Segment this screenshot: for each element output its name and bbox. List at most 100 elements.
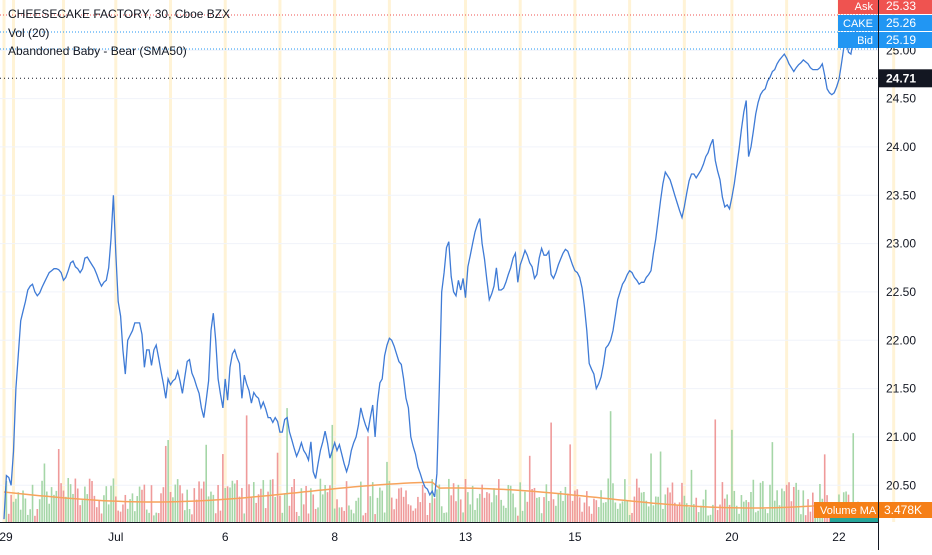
volume-bar [260,488,262,522]
volume-bar [417,496,419,522]
volume-bar [645,500,648,522]
volume-bar [200,488,203,522]
volume-bar [500,499,502,522]
y-tick-label: 21.00 [886,430,916,444]
volume-bar [457,484,460,522]
volume-bar [638,487,640,522]
volume-bar [12,501,15,522]
volume-bar [462,512,464,522]
volume-bar [369,496,372,522]
volume-bar [507,484,510,522]
volume-bar [631,512,633,522]
volume-bar [581,511,583,522]
volume-bar [531,489,533,522]
volume-bar [291,487,293,522]
volume-bar [635,478,638,522]
volume-bar [386,461,388,522]
volume-bar [174,484,177,522]
volume-bar [526,501,529,522]
volume-bar [219,510,222,522]
volume-bar [298,515,300,522]
volume-bar [552,499,555,522]
volume-bar [243,513,246,522]
volume-bar [348,505,350,522]
volume-bar [302,504,305,522]
volume-bar [754,512,757,522]
volume-bar [274,496,276,522]
volume-bar [517,515,519,522]
volume-bar [145,509,148,522]
volume-bar [46,491,48,522]
volume-bar [519,482,522,522]
volume-bar [676,505,679,522]
volume-bar [562,500,564,522]
volume-bar [626,500,629,522]
volume-bar [5,480,8,522]
volume-bar [609,411,612,522]
volume-bar [783,491,786,522]
volume-bar [286,408,288,522]
volume-bar [295,511,298,522]
volume-bar [19,509,22,522]
volume-bar [674,502,676,522]
volume-bar [678,502,681,522]
volume-bar [490,502,493,522]
volume-bar [317,507,319,522]
volume-bar [685,503,688,522]
volume-bar [750,491,752,522]
volume-bar [429,502,431,522]
pattern-indicator-label[interactable]: Abandoned Baby - Bear (SMA50) [8,44,187,58]
volume-bar [60,483,62,522]
volume-bar [664,494,667,522]
volume-bar [788,482,790,522]
volume-bar [716,510,719,522]
volume-bar [654,496,657,522]
volume-bar [607,478,610,522]
volume-bar [122,504,124,522]
volume-bar [448,478,450,522]
volume-bar [136,496,139,522]
session-band [2,0,6,522]
volume-bar [743,501,745,522]
volume-bar [329,485,331,522]
price-line[interactable] [3,24,859,520]
session-band [892,0,896,522]
volume-bar [421,484,424,522]
volume-bar [571,500,574,522]
volume-bar [483,497,486,522]
volume-bar [400,487,403,522]
volume-bar [17,492,20,522]
volume-bar [81,500,84,522]
volume-bar [231,480,234,522]
y-tick-label: 22.50 [886,285,916,299]
session-band [785,0,789,522]
volume-bar [600,490,602,522]
volume-bar [469,504,472,522]
volume-bar [467,492,469,522]
volume-bar [212,494,215,522]
volume-bar [792,486,795,522]
volume-bar [119,511,122,522]
volume-bar [276,452,279,522]
volume-bar [781,488,783,522]
volume-bar [583,502,586,522]
y-tick-label: 23.00 [886,237,916,251]
volume-bar [390,497,393,522]
volume-bar [179,485,181,522]
volume-bar [236,480,238,522]
x-tick-label: 22 [832,530,846,544]
volume-bar [340,507,343,522]
volume-bar [300,488,303,522]
volume-bar [733,490,736,522]
volume-bar [381,490,384,522]
volume-ma-badge-bg [814,502,878,518]
x-tick-label: 29 [0,530,13,544]
volume-bar [98,500,100,522]
volume-indicator-label[interactable]: Vol (20) [8,26,50,40]
volume-bar [24,498,27,522]
volume-bar [84,486,86,522]
volume-bar [124,494,127,522]
volume-bar [536,497,538,522]
